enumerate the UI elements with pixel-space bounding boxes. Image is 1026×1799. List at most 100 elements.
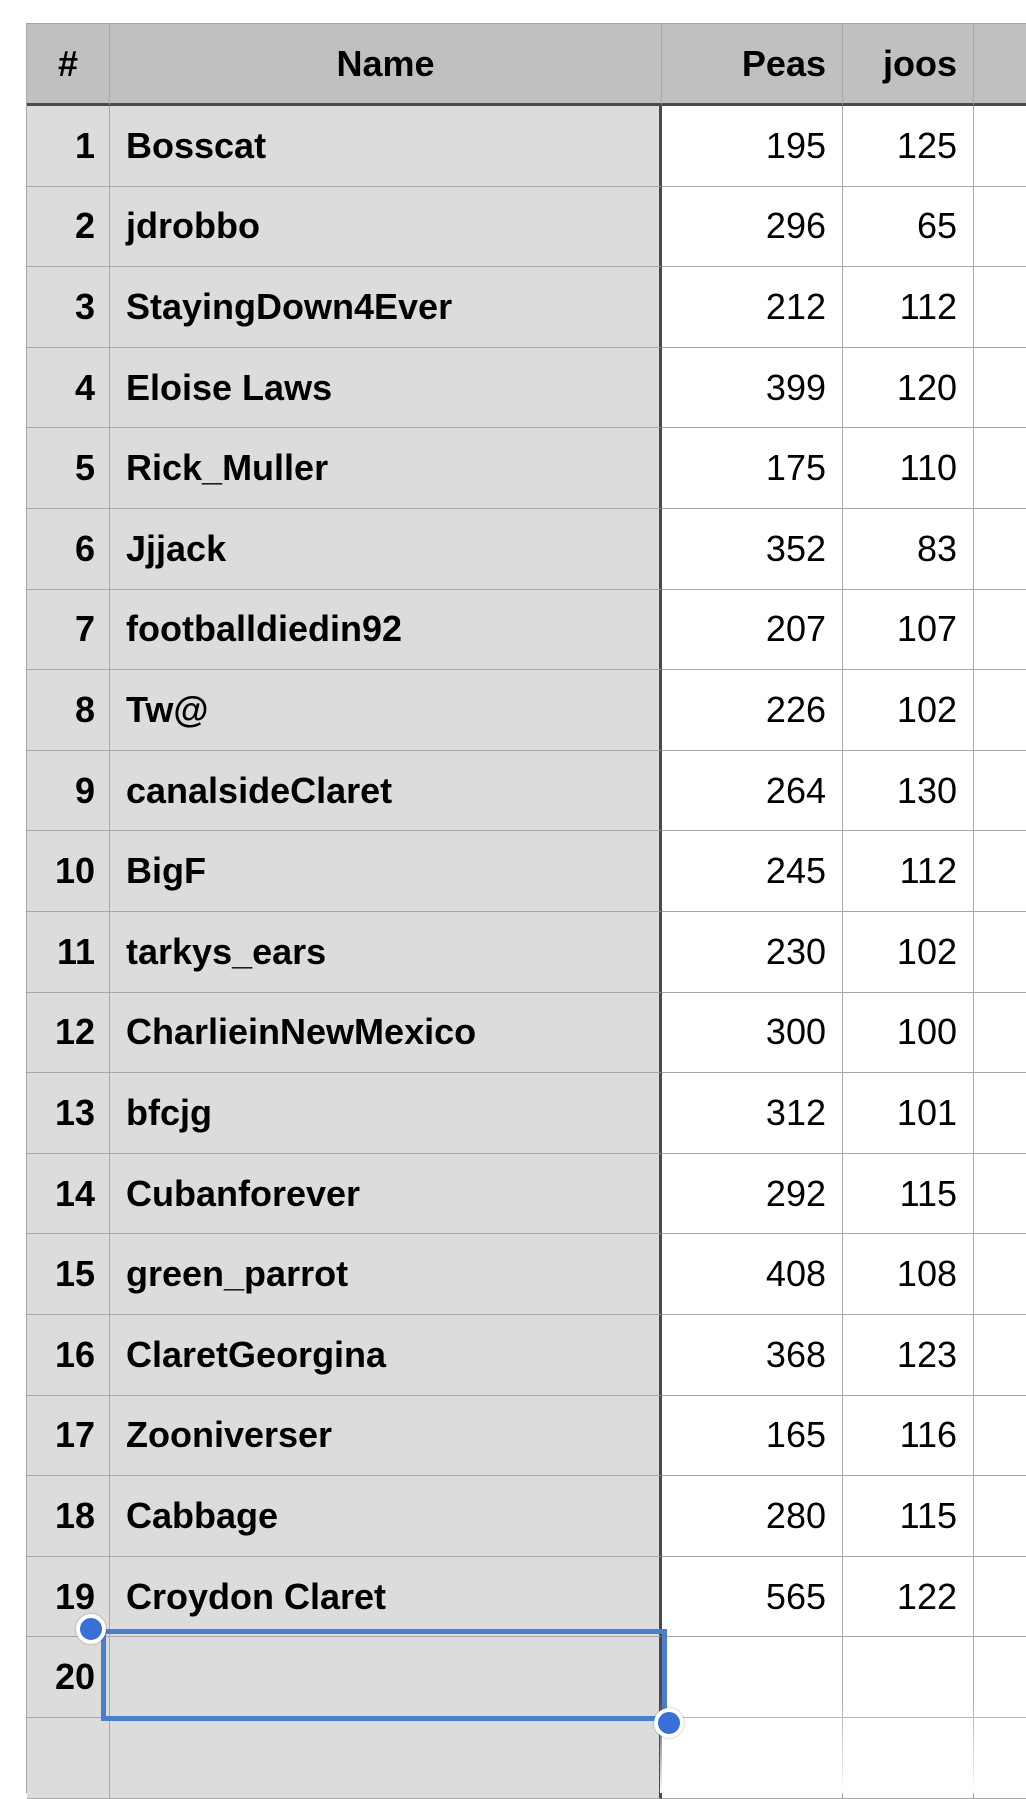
- row-number[interactable]: 20: [27, 1637, 110, 1718]
- row-number[interactable]: 8: [27, 670, 110, 751]
- name-cell[interactable]: green_parrot: [110, 1234, 662, 1315]
- row-number[interactable]: 4: [27, 347, 110, 429]
- row-number[interactable]: 5: [27, 428, 110, 509]
- joos-cell[interactable]: 125: [843, 106, 974, 187]
- selection-handle-bottom-right[interactable]: [654, 1708, 684, 1738]
- name-cell[interactable]: CharlieinNewMexico: [110, 992, 662, 1074]
- name-cell[interactable]: BigF: [110, 831, 662, 912]
- joos-cell[interactable]: 110: [843, 428, 974, 509]
- extra-cell[interactable]: [974, 186, 1026, 268]
- joos-cell[interactable]: 115: [843, 1476, 974, 1557]
- header-extra[interactable]: [974, 24, 1026, 106]
- joos-cell[interactable]: 112: [843, 267, 974, 348]
- peas-cell[interactable]: 280: [662, 1476, 843, 1557]
- name-cell[interactable]: jdrobbo: [110, 186, 662, 268]
- joos-cell[interactable]: 100: [843, 992, 974, 1074]
- extra-cell[interactable]: [974, 589, 1026, 671]
- name-cell[interactable]: Bosscat: [110, 106, 662, 187]
- row-number[interactable]: 3: [27, 267, 110, 348]
- name-cell[interactable]: Eloise Laws: [110, 347, 662, 429]
- peas-cell[interactable]: 312: [662, 1073, 843, 1154]
- header-joos[interactable]: joos: [843, 24, 974, 106]
- extra-cell[interactable]: [974, 509, 1026, 590]
- extra-cell[interactable]: [974, 1315, 1026, 1396]
- joos-cell[interactable]: 130: [843, 750, 974, 832]
- name-cell[interactable]: Zooniverser: [110, 1395, 662, 1477]
- name-cell[interactable]: ClaretGeorgina: [110, 1315, 662, 1396]
- peas-cell[interactable]: 296: [662, 186, 843, 268]
- row-number[interactable]: 18: [27, 1476, 110, 1557]
- row-number[interactable]: 13: [27, 1073, 110, 1154]
- row-number[interactable]: 14: [27, 1153, 110, 1235]
- peas-cell[interactable]: 352: [662, 509, 843, 590]
- extra-cell[interactable]: [974, 428, 1026, 509]
- extra-cell[interactable]: [974, 267, 1026, 348]
- name-cell[interactable]: tarkys_ears: [110, 912, 662, 993]
- extra-cell[interactable]: [974, 992, 1026, 1074]
- extra-cell[interactable]: [974, 831, 1026, 912]
- name-cell[interactable]: StayingDown4Ever: [110, 267, 662, 348]
- joos-cell[interactable]: 108: [843, 1234, 974, 1315]
- row-number[interactable]: 11: [27, 912, 110, 993]
- name-cell[interactable]: canalsideClaret: [110, 750, 662, 832]
- peas-cell[interactable]: 212: [662, 267, 843, 348]
- name-cell[interactable]: Cubanforever: [110, 1153, 662, 1235]
- header-name[interactable]: Name: [110, 24, 662, 106]
- peas-cell[interactable]: 292: [662, 1153, 843, 1235]
- extra-cell[interactable]: [974, 1476, 1026, 1557]
- row-number[interactable]: 9: [27, 750, 110, 832]
- name-cell[interactable]: Cabbage: [110, 1476, 662, 1557]
- peas-cell[interactable]: 207: [662, 589, 843, 671]
- joos-cell[interactable]: 101: [843, 1073, 974, 1154]
- extra-cell[interactable]: [974, 106, 1026, 187]
- row-number[interactable]: 2: [27, 186, 110, 268]
- joos-cell[interactable]: 123: [843, 1315, 974, 1396]
- name-cell[interactable]: footballdiedin92: [110, 589, 662, 671]
- row-number[interactable]: 6: [27, 509, 110, 590]
- joos-cell[interactable]: 116: [843, 1395, 974, 1477]
- row-number[interactable]: [27, 1718, 110, 1799]
- name-cell[interactable]: bfcjg: [110, 1073, 662, 1154]
- name-cell[interactable]: Jjjack: [110, 509, 662, 590]
- row-number[interactable]: 1: [27, 106, 110, 187]
- peas-cell[interactable]: 230: [662, 912, 843, 993]
- joos-cell[interactable]: 107: [843, 589, 974, 671]
- joos-cell[interactable]: 102: [843, 912, 974, 993]
- extra-cell[interactable]: [974, 1234, 1026, 1315]
- name-cell[interactable]: [110, 1718, 662, 1799]
- extra-cell[interactable]: [974, 1073, 1026, 1154]
- name-cell[interactable]: Tw@: [110, 670, 662, 751]
- header-number[interactable]: #: [27, 24, 110, 106]
- header-peas[interactable]: Peas: [662, 24, 843, 106]
- joos-cell[interactable]: 115: [843, 1153, 974, 1235]
- extra-cell[interactable]: [974, 1153, 1026, 1235]
- extra-cell[interactable]: [974, 347, 1026, 429]
- extra-cell[interactable]: [974, 670, 1026, 751]
- cell-selection[interactable]: [101, 1629, 667, 1721]
- joos-cell[interactable]: 112: [843, 831, 974, 912]
- peas-cell[interactable]: 565: [662, 1556, 843, 1638]
- joos-cell[interactable]: 120: [843, 347, 974, 429]
- extra-cell[interactable]: [974, 750, 1026, 832]
- peas-cell[interactable]: 300: [662, 992, 843, 1074]
- peas-cell[interactable]: 175: [662, 428, 843, 509]
- joos-cell[interactable]: 65: [843, 186, 974, 268]
- row-number[interactable]: 7: [27, 589, 110, 671]
- joos-cell[interactable]: 122: [843, 1556, 974, 1638]
- name-cell[interactable]: [110, 1637, 662, 1718]
- peas-cell[interactable]: 226: [662, 670, 843, 751]
- peas-cell[interactable]: 245: [662, 831, 843, 912]
- row-number[interactable]: 16: [27, 1315, 110, 1396]
- row-number[interactable]: 12: [27, 992, 110, 1074]
- selection-handle-top-left[interactable]: [76, 1614, 106, 1644]
- name-cell[interactable]: Croydon Claret: [110, 1556, 662, 1638]
- peas-cell[interactable]: 408: [662, 1234, 843, 1315]
- row-number[interactable]: 10: [27, 831, 110, 912]
- extra-cell[interactable]: [974, 1395, 1026, 1477]
- peas-cell[interactable]: 195: [662, 106, 843, 187]
- peas-cell[interactable]: 165: [662, 1395, 843, 1477]
- joos-cell[interactable]: 102: [843, 670, 974, 751]
- name-cell[interactable]: Rick_Muller: [110, 428, 662, 509]
- peas-cell[interactable]: 264: [662, 750, 843, 832]
- extra-cell[interactable]: [974, 1556, 1026, 1638]
